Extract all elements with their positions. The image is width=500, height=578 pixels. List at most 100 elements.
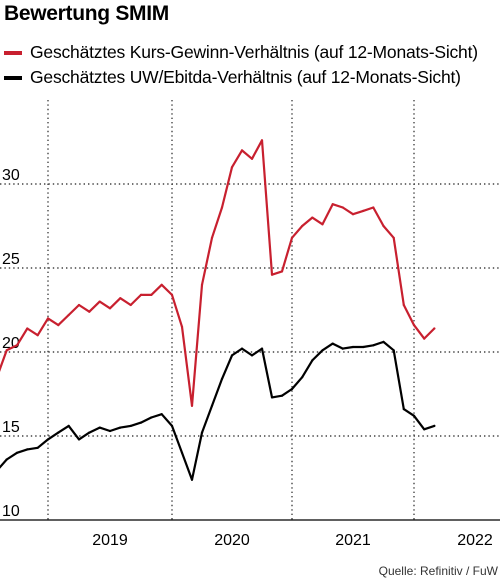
legend: Geschätztes Kurs-Gewinn-Verhältnis (auf … xyxy=(4,40,478,90)
data-point-kgv-2019-03 xyxy=(67,313,70,317)
data-point-uw-ebitda-2020-09 xyxy=(250,354,254,357)
data-point-kgv-2022-03 xyxy=(433,327,436,330)
data-point-uw-ebitda-2021-02 xyxy=(301,376,304,379)
data-point-uw-ebitda-2019-06 xyxy=(98,426,101,429)
series-line-kgv xyxy=(0,139,436,407)
data-point-kgv-2021-09 xyxy=(372,206,375,209)
data-point-uw-ebitda-2021-07 xyxy=(351,345,355,349)
data-point-uw-ebitda-2021-11 xyxy=(392,349,395,352)
data-point-uw-ebitda-2021-08 xyxy=(362,345,365,349)
x-tick-label-2021: 2021 xyxy=(335,532,371,549)
data-point-kgv-2019-07 xyxy=(108,307,112,310)
data-point-uw-ebitda-2020-01 xyxy=(170,424,174,427)
data-point-kgv-2018-09 xyxy=(5,349,8,352)
data-point-kgv-2018-11 xyxy=(26,327,29,330)
data-point-kgv-2020-08 xyxy=(240,149,244,152)
data-point-uw-ebitda-2019-05 xyxy=(88,431,91,434)
data-point-kgv-2021-07 xyxy=(351,213,355,216)
data-point-kgv-2021-11 xyxy=(392,236,395,239)
data-point-uw-ebitda-2020-04 xyxy=(200,431,204,434)
data-point-kgv-2022-02 xyxy=(423,337,426,340)
data-point-kgv-2021-06 xyxy=(341,206,344,209)
data-point-uw-ebitda-2021-10 xyxy=(382,340,385,343)
source-note: Quelle: Refinitiv / FuW xyxy=(378,564,498,578)
y-tick-label-20: 20 xyxy=(2,335,20,352)
x-tick-label-2020: 2020 xyxy=(214,532,250,549)
data-point-uw-ebitda-2021-09 xyxy=(372,344,375,347)
legend-swatch-kgv xyxy=(4,50,22,55)
data-point-uw-ebitda-2022-03 xyxy=(433,424,436,427)
data-point-kgv-2019-01 xyxy=(46,317,50,320)
data-point-kgv-2020-09 xyxy=(250,157,254,160)
data-point-uw-ebitda-2018-10 xyxy=(15,451,19,454)
data-point-kgv-2021-02 xyxy=(301,224,304,228)
data-point-kgv-2019-08 xyxy=(119,297,122,300)
data-point-kgv-2020-02 xyxy=(180,325,184,328)
data-point-kgv-2018-10 xyxy=(15,344,19,347)
legend-swatch-uw-ebitda xyxy=(4,75,22,80)
data-point-uw-ebitda-2020-12 xyxy=(280,394,284,397)
data-point-kgv-2018-12 xyxy=(36,334,39,337)
data-point-uw-ebitda-2022-01 xyxy=(412,414,416,417)
data-point-kgv-2020-12 xyxy=(280,270,284,273)
data-point-uw-ebitda-2020-03 xyxy=(190,478,194,481)
data-point-uw-ebitda-2021-12 xyxy=(402,408,405,411)
legend-item-kgv: Geschätztes Kurs-Gewinn-Verhältnis (auf … xyxy=(4,40,478,65)
data-point-kgv-2020-01 xyxy=(170,293,174,296)
data-point-kgv-2019-04 xyxy=(77,303,81,307)
legend-label-kgv: Geschätztes Kurs-Gewinn-Verhältnis (auf … xyxy=(30,42,478,62)
data-point-kgv-2020-04 xyxy=(200,283,204,286)
data-point-uw-ebitda-2021-06 xyxy=(341,347,344,350)
data-point-uw-ebitda-2020-10 xyxy=(260,347,264,350)
data-point-kgv-2021-03 xyxy=(311,216,314,219)
data-point-kgv-2019-02 xyxy=(57,324,60,327)
data-point-kgv-2020-06 xyxy=(220,206,224,209)
data-point-kgv-2019-09 xyxy=(129,303,132,307)
data-point-uw-ebitda-2020-08 xyxy=(240,347,244,350)
data-point-uw-ebitda-2020-05 xyxy=(210,404,214,407)
chart-title: Bewertung SMIM xyxy=(4,2,169,25)
data-point-kgv-2020-11 xyxy=(270,273,274,276)
data-point-uw-ebitda-2020-06 xyxy=(220,377,224,380)
data-point-uw-ebitda-2021-05 xyxy=(331,342,334,345)
data-point-uw-ebitda-2020-02 xyxy=(180,451,184,454)
data-point-uw-ebitda-2019-11 xyxy=(150,416,153,419)
data-point-kgv-2021-01 xyxy=(290,236,294,239)
data-point-kgv-2020-07 xyxy=(230,166,234,169)
data-point-uw-ebitda-2019-02 xyxy=(57,431,60,434)
series-line-uw-ebitda xyxy=(0,340,436,481)
data-point-kgv-2019-12 xyxy=(160,283,163,286)
data-point-uw-ebitda-2018-11 xyxy=(26,448,29,451)
data-point-uw-ebitda-2019-12 xyxy=(160,413,163,416)
y-tick-label-15: 15 xyxy=(2,419,20,436)
data-point-uw-ebitda-2021-04 xyxy=(321,349,324,352)
y-tick-label-25: 25 xyxy=(2,251,20,268)
data-point-kgv-2020-03 xyxy=(190,404,194,407)
data-point-uw-ebitda-2020-07 xyxy=(230,354,234,357)
data-point-uw-ebitda-2018-09 xyxy=(5,458,8,461)
data-point-kgv-2021-12 xyxy=(402,303,405,307)
data-point-kgv-2021-05 xyxy=(331,203,334,206)
data-point-kgv-2019-05 xyxy=(88,310,91,313)
data-point-uw-ebitda-2021-03 xyxy=(311,359,314,362)
data-point-uw-ebitda-2019-07 xyxy=(108,429,112,433)
y-tick-label-30: 30 xyxy=(2,167,20,184)
data-point-kgv-2020-05 xyxy=(210,236,214,239)
y-tick-label-10: 10 xyxy=(2,503,20,520)
data-point-uw-ebitda-2019-10 xyxy=(139,421,143,424)
x-tick-label-2019: 2019 xyxy=(92,532,128,549)
data-point-uw-ebitda-2019-08 xyxy=(119,426,122,429)
legend-item-uw-ebitda: Geschätztes UW/Ebitda-Verhältnis (auf 12… xyxy=(4,65,478,90)
data-point-kgv-2021-08 xyxy=(362,209,365,212)
data-point-uw-ebitda-2018-12 xyxy=(36,446,39,449)
data-point-uw-ebitda-2019-09 xyxy=(129,424,132,427)
data-point-uw-ebitda-2020-11 xyxy=(270,396,274,399)
data-point-uw-ebitda-2022-02 xyxy=(423,428,426,431)
data-point-uw-ebitda-2019-01 xyxy=(46,438,50,441)
data-point-kgv-2019-11 xyxy=(150,293,153,296)
data-point-kgv-2019-10 xyxy=(139,293,143,296)
x-tick-label-2022: 2022 xyxy=(457,532,493,549)
data-point-uw-ebitda-2019-03 xyxy=(67,424,70,427)
data-point-kgv-2022-01 xyxy=(412,324,416,327)
